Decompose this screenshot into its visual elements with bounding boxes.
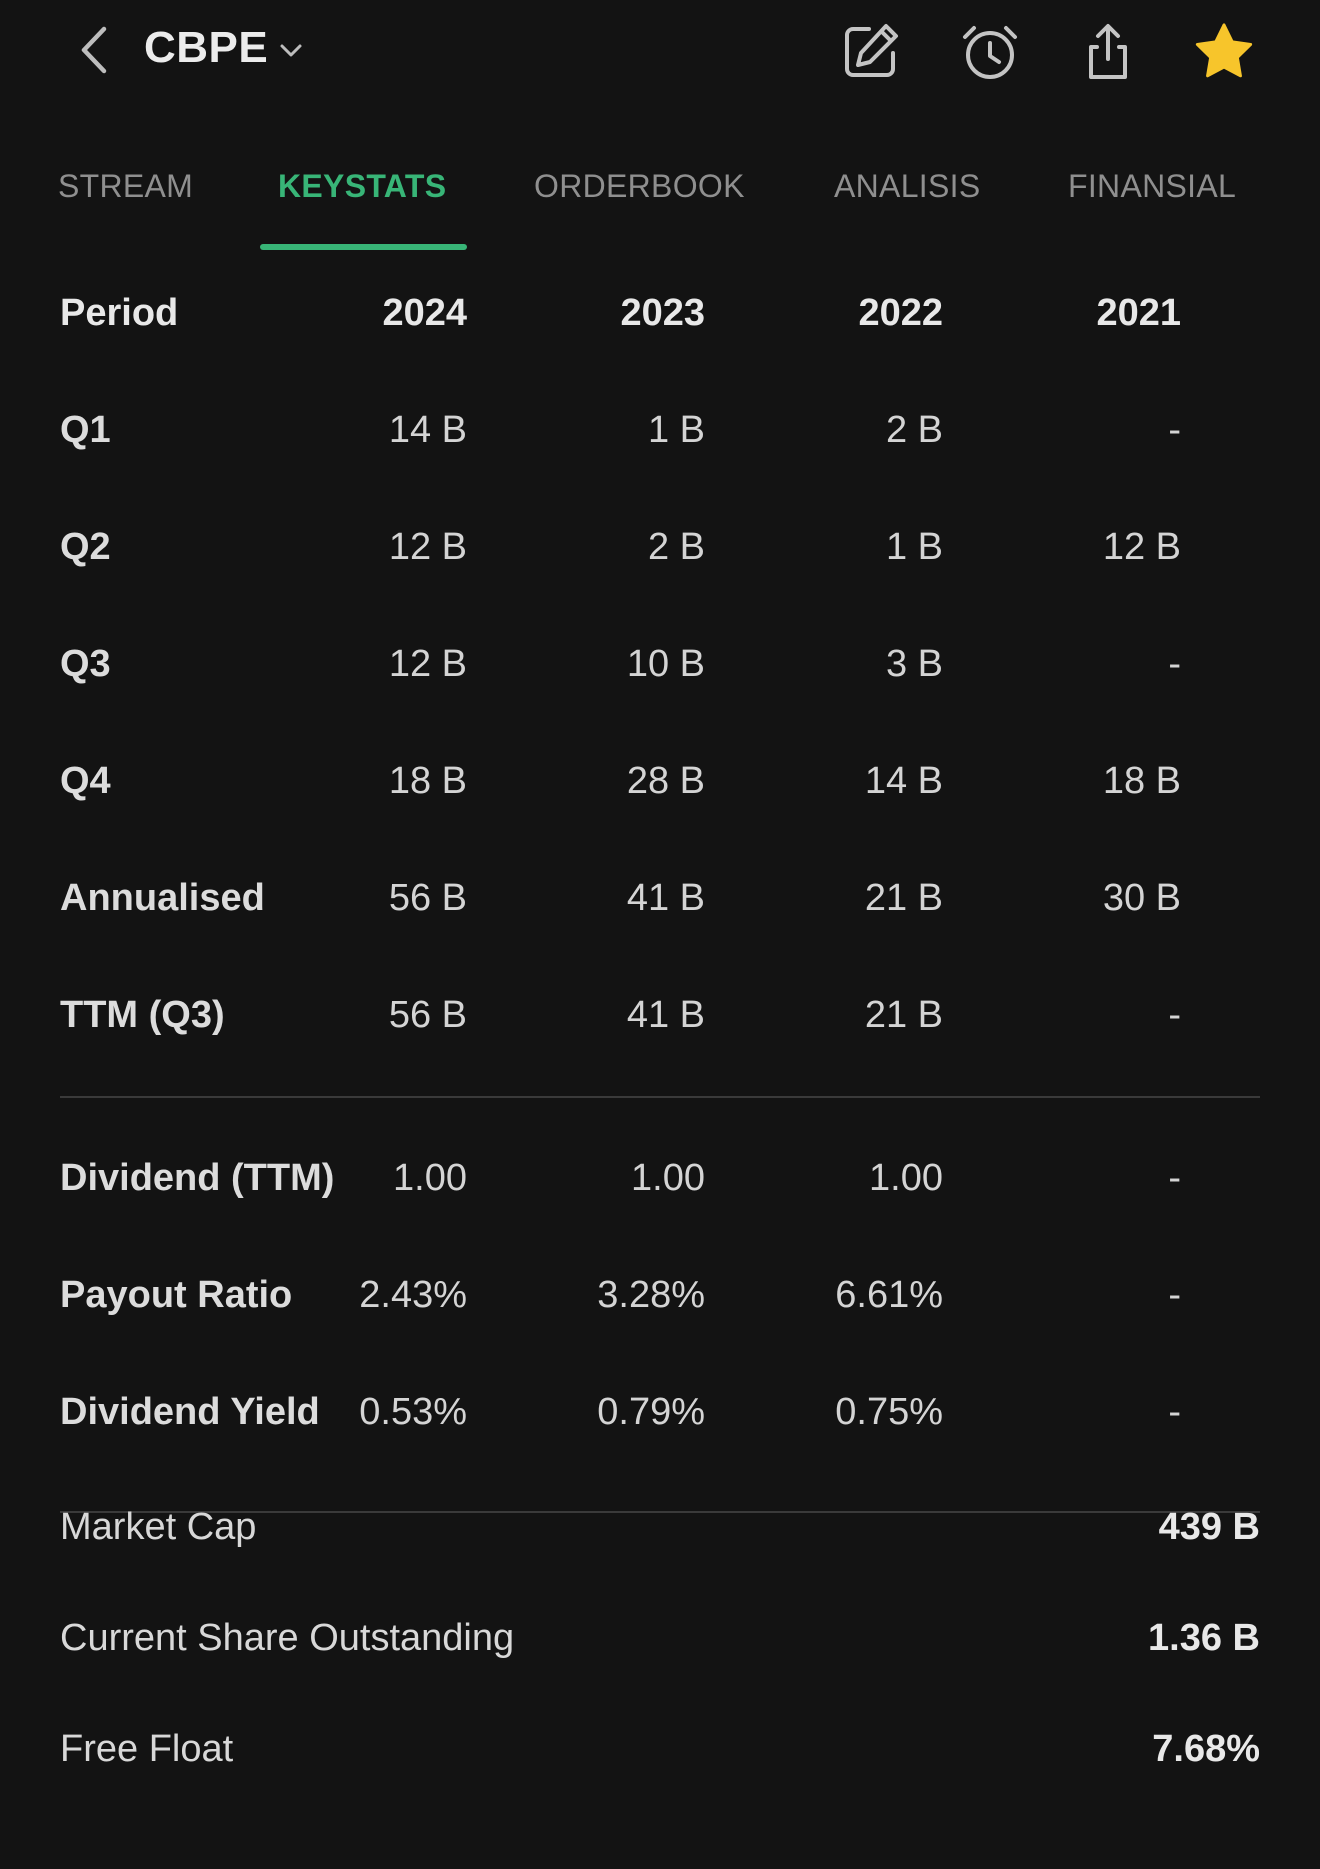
table-cell: 12 B	[1102, 526, 1181, 568]
table-cell: 1.00	[869, 1157, 943, 1199]
row-label: Q2	[60, 526, 111, 568]
row-label: Q3	[60, 643, 111, 685]
table-cell: 14 B	[388, 409, 467, 451]
share-icon	[1089, 24, 1127, 79]
summary-row-share-outstanding: Current Share Outstanding 1.36 B	[0, 1583, 1320, 1694]
summary-section: Market Cap 439 B Current Share Outstandi…	[0, 1472, 1320, 1805]
table-cell: 0.79%	[597, 1391, 705, 1433]
column-header-year: 2021	[1096, 292, 1181, 334]
table-cell: -	[1168, 1157, 1181, 1199]
table-cell: -	[1168, 1391, 1181, 1433]
spacer	[0, 1098, 1320, 1120]
row-label: Annualised	[60, 877, 265, 919]
active-tab-indicator	[260, 244, 467, 250]
ticker-symbol: CBPE	[144, 23, 269, 72]
table-row-dividend-ttm: Dividend (TTM) 1.00 1.00 1.00 -	[0, 1120, 1320, 1237]
row-label: Q4	[60, 760, 111, 802]
table-cell: 1.00	[631, 1157, 705, 1199]
section-divider	[60, 1096, 1260, 1098]
table-cell: 21 B	[864, 877, 943, 919]
table-cell: 2.43%	[359, 1274, 467, 1316]
tab-finansial[interactable]: FINANSIAL	[1068, 168, 1237, 204]
back-button[interactable]	[72, 22, 116, 78]
summary-value: 1.36 B	[1148, 1617, 1260, 1659]
keystats-table: Period 2024 2023 2022 2021 Q1 14 B 1 B 2…	[0, 255, 1320, 1513]
table-cell: 56 B	[388, 877, 467, 919]
spacer	[0, 1074, 1320, 1096]
table-cell: 28 B	[626, 760, 705, 802]
table-cell: 1 B	[885, 526, 943, 568]
table-row-ttm: TTM (Q3) 56 B 41 B 21 B -	[0, 957, 1320, 1074]
row-label: TTM (Q3)	[60, 994, 225, 1036]
tab-keystats[interactable]: KEYSTATS	[278, 168, 447, 204]
table-cell: 30 B	[1102, 877, 1181, 919]
alarm-icon	[963, 26, 1017, 79]
ticker-selector[interactable]: CBPE	[144, 18, 304, 78]
section-divider	[60, 1511, 1260, 1513]
table-cell: 41 B	[626, 994, 705, 1036]
tab-bar: STREAM KEYSTATS ORDERBOOK ANALISIS FINAN…	[0, 150, 1320, 250]
table-cell: 56 B	[388, 994, 467, 1036]
table-row-q2: Q2 12 B 2 B 1 B 12 B	[0, 489, 1320, 606]
summary-value: 7.68%	[1152, 1728, 1260, 1770]
tab-stream[interactable]: STREAM	[58, 168, 194, 204]
row-label: Dividend (TTM)	[60, 1157, 335, 1199]
row-label: Dividend Yield	[60, 1391, 320, 1433]
edit-icon	[845, 24, 898, 77]
tab-orderbook[interactable]: ORDERBOOK	[534, 168, 745, 204]
watchlist-star-button[interactable]	[1192, 20, 1256, 84]
table-cell: -	[1168, 409, 1181, 451]
table-cell: 3.28%	[597, 1274, 705, 1316]
table-row-annualised: Annualised 56 B 41 B 21 B 30 B	[0, 840, 1320, 957]
chevron-left-icon	[81, 26, 107, 74]
table-row-q3: Q3 12 B 10 B 3 B -	[0, 606, 1320, 723]
summary-label: Free Float	[60, 1728, 234, 1770]
table-cell: 18 B	[388, 760, 467, 802]
column-header-year: 2022	[858, 292, 943, 334]
column-header-year: 2024	[382, 292, 467, 334]
table-cell: 0.53%	[359, 1391, 467, 1433]
share-button[interactable]	[1076, 20, 1140, 84]
table-cell: 14 B	[864, 760, 943, 802]
top-bar: CBPE	[0, 0, 1320, 100]
tab-analisis[interactable]: ANALISIS	[834, 168, 981, 204]
table-cell: 2 B	[647, 526, 705, 568]
edit-button[interactable]	[838, 20, 902, 84]
table-cell: 41 B	[626, 877, 705, 919]
table-cell: 12 B	[388, 526, 467, 568]
star-icon	[1195, 23, 1253, 78]
table-cell: 18 B	[1102, 760, 1181, 802]
table-cell: -	[1168, 643, 1181, 685]
column-header-period: Period	[60, 292, 179, 334]
table-cell: -	[1168, 1274, 1181, 1316]
table-cell: 1.00	[393, 1157, 467, 1199]
summary-value: 439 B	[1158, 1506, 1260, 1548]
table-row-dividend-yield: Dividend Yield 0.53% 0.79% 0.75% -	[0, 1354, 1320, 1471]
row-label: Q1	[60, 409, 111, 451]
summary-row-market-cap: Market Cap 439 B	[0, 1472, 1320, 1583]
table-cell: 1 B	[647, 409, 705, 451]
table-cell: -	[1168, 994, 1181, 1036]
chevron-down-icon	[280, 44, 302, 57]
table-header-row: Period 2024 2023 2022 2021	[0, 255, 1320, 372]
column-header-year: 2023	[620, 292, 705, 334]
row-label: Payout Ratio	[60, 1274, 293, 1316]
table-cell: 0.75%	[835, 1391, 943, 1433]
table-row-q1: Q1 14 B 1 B 2 B -	[0, 372, 1320, 489]
summary-label: Market Cap	[60, 1506, 257, 1548]
summary-row-free-float: Free Float 7.68%	[0, 1694, 1320, 1805]
table-cell: 2 B	[885, 409, 943, 451]
alarm-button[interactable]	[958, 20, 1022, 84]
table-cell: 21 B	[864, 994, 943, 1036]
table-row-q4: Q4 18 B 28 B 14 B 18 B	[0, 723, 1320, 840]
table-cell: 10 B	[626, 643, 705, 685]
table-row-payout-ratio: Payout Ratio 2.43% 3.28% 6.61% -	[0, 1237, 1320, 1354]
table-cell: 3 B	[885, 643, 943, 685]
table-cell: 6.61%	[835, 1274, 943, 1316]
table-cell: 12 B	[388, 643, 467, 685]
summary-label: Current Share Outstanding	[60, 1617, 515, 1659]
